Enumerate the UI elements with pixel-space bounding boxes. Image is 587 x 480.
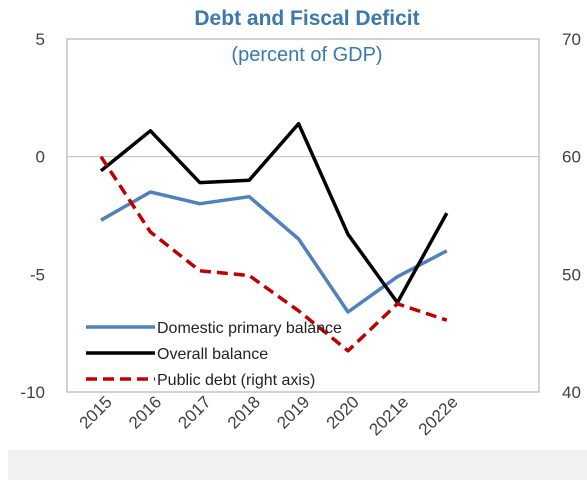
chart-subtitle: (percent of GDP) [231, 44, 382, 66]
x-tick-label: 2017 [174, 392, 214, 432]
x-tick-label: 2018 [224, 392, 264, 432]
x-tick-label: 2015 [76, 392, 116, 432]
series-layer [99, 121, 449, 353]
series-line-2 [99, 121, 449, 305]
x-tick-label: 2020 [323, 392, 363, 432]
legend-label-2: Overall balance [157, 346, 268, 363]
x-axis: 2015 2016 2017 2018 2019 2020 2021e 2022e [76, 392, 462, 439]
right-tick-label: 50 [562, 265, 581, 284]
right-tick-label: 60 [562, 148, 581, 167]
left-tick-label: -10 [20, 383, 45, 402]
right-axis: 70 60 50 40 [562, 30, 581, 402]
legend-label-1: Domestic primary balance [157, 320, 342, 337]
bottom-strip [8, 450, 587, 480]
left-tick-label: 0 [36, 148, 45, 167]
left-axis: 5 0 -5 -10 [20, 30, 45, 402]
left-tick-label: 5 [36, 30, 45, 49]
x-tick-label: 2021e [365, 392, 412, 439]
plot-area [66, 38, 540, 393]
chart-title: Debt and Fiscal Deficit [194, 7, 419, 30]
series-line-1 [100, 190, 448, 314]
series-line-3 [99, 155, 448, 353]
x-tick-label: 2019 [273, 392, 313, 432]
legend: Domestic primary balance Overall balance P… [86, 320, 342, 389]
x-tick-label: 2022e [415, 392, 462, 439]
right-tick-label: 70 [562, 30, 581, 49]
left-tick-label: -5 [30, 265, 45, 284]
legend-label-3: Public debt (right axis) [157, 372, 315, 389]
x-tick-label: 2016 [125, 392, 165, 432]
right-tick-label: 40 [562, 383, 581, 402]
